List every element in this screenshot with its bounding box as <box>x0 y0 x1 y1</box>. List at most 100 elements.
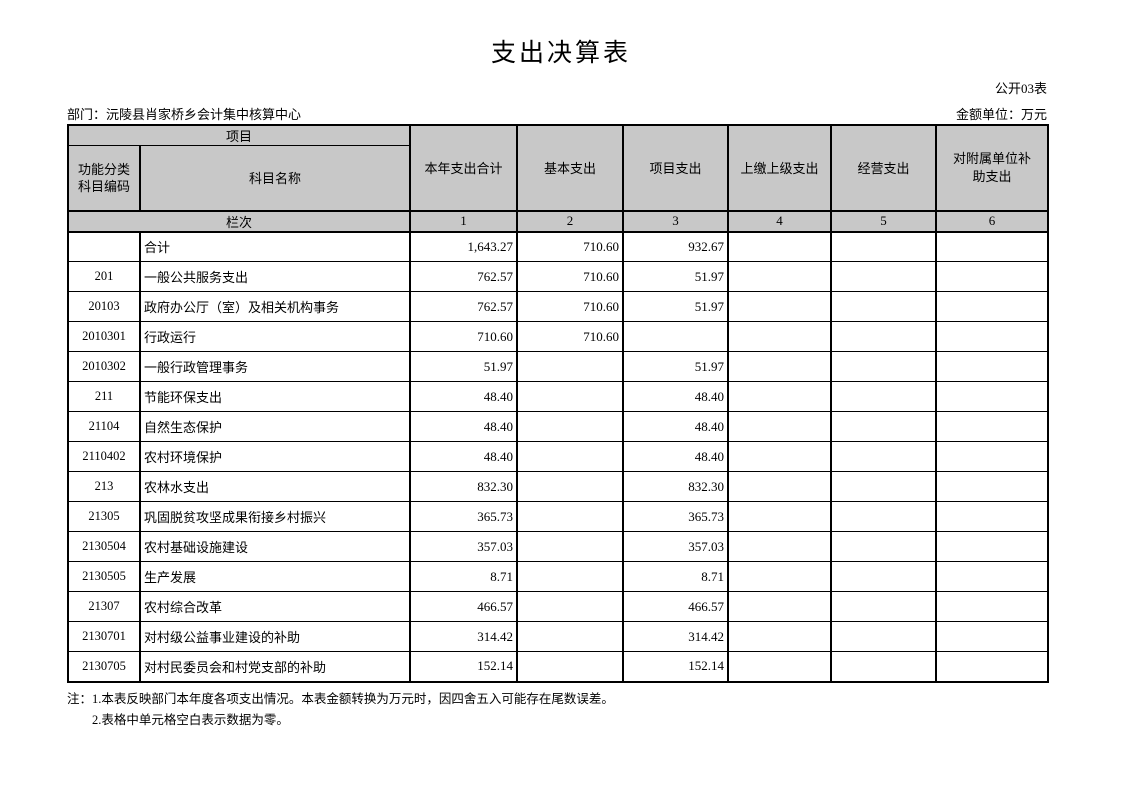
value-cell <box>622 321 730 352</box>
name-cell: 农村基础设施建设 <box>138 531 412 562</box>
value-cell: 762.57 <box>409 291 519 322</box>
header-col-upturn: 上缴上级支出 <box>727 124 833 211</box>
value-cell: 48.40 <box>409 441 519 472</box>
value-cell: 51.97 <box>622 261 730 292</box>
value-cell <box>516 591 625 622</box>
table-row: 211 节能环保支出 48.40 48.40 <box>67 381 1050 412</box>
value-cell <box>935 471 1050 502</box>
expenditure-table: 项目 本年支出合计 基本支出 项目支出 上缴上级支出 经营支出 对附属单位补助支… <box>66 124 1050 683</box>
value-cell <box>727 441 833 472</box>
name-cell: 对村级公益事业建设的补助 <box>138 621 412 652</box>
value-cell: 762.57 <box>409 261 519 292</box>
value-cell <box>516 471 625 502</box>
footnotes: 注：1.本表反映部门本年度各项支出情况。本表金额转换为万元时，因四舍五入可能存在… <box>67 689 1047 731</box>
value-cell <box>935 441 1050 472</box>
value-cell <box>516 621 625 652</box>
table-row: 2130505 生产发展 8.71 8.71 <box>67 561 1050 592</box>
value-cell <box>935 291 1050 322</box>
value-cell: 357.03 <box>409 531 519 562</box>
value-cell <box>516 651 625 682</box>
rank-number-5: 5 <box>830 209 938 233</box>
code-cell: 2130504 <box>67 531 141 562</box>
sheet: 公开03表 部门：沅陵县肖家桥乡会计集中核算中心 金额单位：万元 项目 本年支出… <box>66 78 1050 731</box>
value-cell <box>830 351 938 382</box>
value-cell <box>935 351 1050 382</box>
name-cell: 农林水支出 <box>138 471 412 502</box>
header-row-project: 项目 本年支出合计 基本支出 项目支出 上缴上级支出 经营支出 对附属单位补助支… <box>66 124 1050 211</box>
code-cell <box>67 231 141 262</box>
name-cell: 生产发展 <box>138 561 412 592</box>
value-cell <box>830 381 938 412</box>
name-cell: 合计 <box>138 231 412 262</box>
value-cell <box>935 561 1050 592</box>
value-cell: 152.14 <box>622 651 730 682</box>
value-cell <box>727 651 833 682</box>
header-col-total: 本年支出合计 <box>409 124 519 211</box>
value-cell <box>830 321 938 352</box>
table-row: 合计 1,643.27 710.60 932.67 <box>67 231 1050 262</box>
value-cell <box>516 381 625 412</box>
value-cell: 8.71 <box>409 561 519 592</box>
header-col-basic: 基本支出 <box>516 124 625 211</box>
value-cell: 466.57 <box>409 591 519 622</box>
value-cell <box>830 261 938 292</box>
code-cell: 2110402 <box>67 441 141 472</box>
name-cell: 自然生态保护 <box>138 411 412 442</box>
table-row: 20103 政府办公厅（室）及相关机构事务 762.57 710.60 51.97 <box>67 291 1050 322</box>
value-cell: 710.60 <box>516 261 625 292</box>
value-cell <box>935 591 1050 622</box>
value-cell: 48.40 <box>622 441 730 472</box>
table-row: 21307 农村综合改革 466.57 466.57 <box>67 591 1050 622</box>
code-cell: 21104 <box>67 411 141 442</box>
value-cell <box>935 651 1050 682</box>
code-cell: 21307 <box>67 591 141 622</box>
department-label: 部门：沅陵县肖家桥乡会计集中核算中心 <box>67 107 302 122</box>
value-cell <box>935 501 1050 532</box>
name-cell: 一般行政管理事务 <box>138 351 412 382</box>
code-cell: 2130701 <box>67 621 141 652</box>
value-cell <box>830 501 938 532</box>
name-cell: 对村民委员会和村党支部的补助 <box>138 651 412 682</box>
code-cell: 211 <box>67 381 141 412</box>
table-row: 2010301 行政运行 710.60 710.60 <box>67 321 1050 352</box>
table-row: 2110402 农村环境保护 48.40 48.40 <box>67 441 1050 472</box>
value-cell <box>727 471 833 502</box>
header-col-project-exp: 项目支出 <box>622 124 730 211</box>
value-cell <box>727 291 833 322</box>
rank-number-6: 6 <box>935 209 1050 233</box>
value-cell <box>516 441 625 472</box>
unit-label: 金额单位：万元 <box>955 107 1047 122</box>
note-line-1: 注：1.本表反映部门本年度各项支出情况。本表金额转换为万元时，因四舍五入可能存在… <box>67 691 614 706</box>
value-cell <box>727 351 833 382</box>
name-cell: 巩固脱贫攻坚成果衔接乡村振兴 <box>138 501 412 532</box>
name-cell: 政府办公厅（室）及相关机构事务 <box>138 291 412 322</box>
code-cell: 213 <box>67 471 141 502</box>
name-cell: 农村综合改革 <box>138 591 412 622</box>
value-cell <box>727 261 833 292</box>
value-cell <box>516 561 625 592</box>
value-cell: 466.57 <box>622 591 730 622</box>
rank-row: 栏次 1 2 3 4 5 6 <box>66 209 1050 233</box>
value-cell <box>830 411 938 442</box>
value-cell <box>830 231 938 262</box>
rank-number-1: 1 <box>409 209 519 233</box>
value-cell: 314.42 <box>622 621 730 652</box>
value-cell <box>727 381 833 412</box>
value-cell: 51.97 <box>409 351 519 382</box>
code-cell: 201 <box>67 261 141 292</box>
table-row: 21305 巩固脱贫攻坚成果衔接乡村振兴 365.73 365.73 <box>67 501 1050 532</box>
value-cell <box>935 411 1050 442</box>
page-title: 支出决算表 <box>490 40 631 67</box>
value-cell <box>935 531 1050 562</box>
value-cell <box>830 621 938 652</box>
value-cell <box>830 591 938 622</box>
table-row: 213 农林水支出 832.30 832.30 <box>67 471 1050 502</box>
value-cell <box>830 471 938 502</box>
value-cell: 932.67 <box>622 231 730 262</box>
value-cell: 1,643.27 <box>409 231 519 262</box>
value-cell: 314.42 <box>409 621 519 652</box>
note-line-2: 2.表格中单元格空白表示数据为零。 <box>92 712 289 727</box>
value-cell <box>727 591 833 622</box>
name-cell: 节能环保支出 <box>138 381 412 412</box>
code-cell: 21305 <box>67 501 141 532</box>
